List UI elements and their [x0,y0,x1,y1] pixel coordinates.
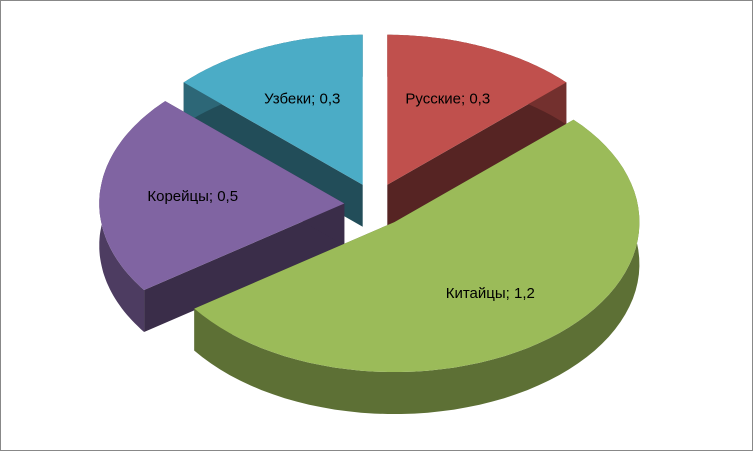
slice-side [144,203,345,332]
slice [194,119,640,372]
data-label: Китайцы; 1,2 [446,285,535,302]
labels: Русские; 0,3 Китайцы; 1,2 Корейцы; 0,5 Узбе… [147,90,534,302]
slice-side [387,82,567,227]
data-label: Корейцы; 0,5 [147,188,238,205]
data-label: Русские; 0,3 [405,90,490,107]
slice [183,34,363,185]
data-label: Узбеки; 0,3 [264,90,340,107]
pie [99,34,640,414]
slice [99,101,345,290]
slice [387,34,567,185]
